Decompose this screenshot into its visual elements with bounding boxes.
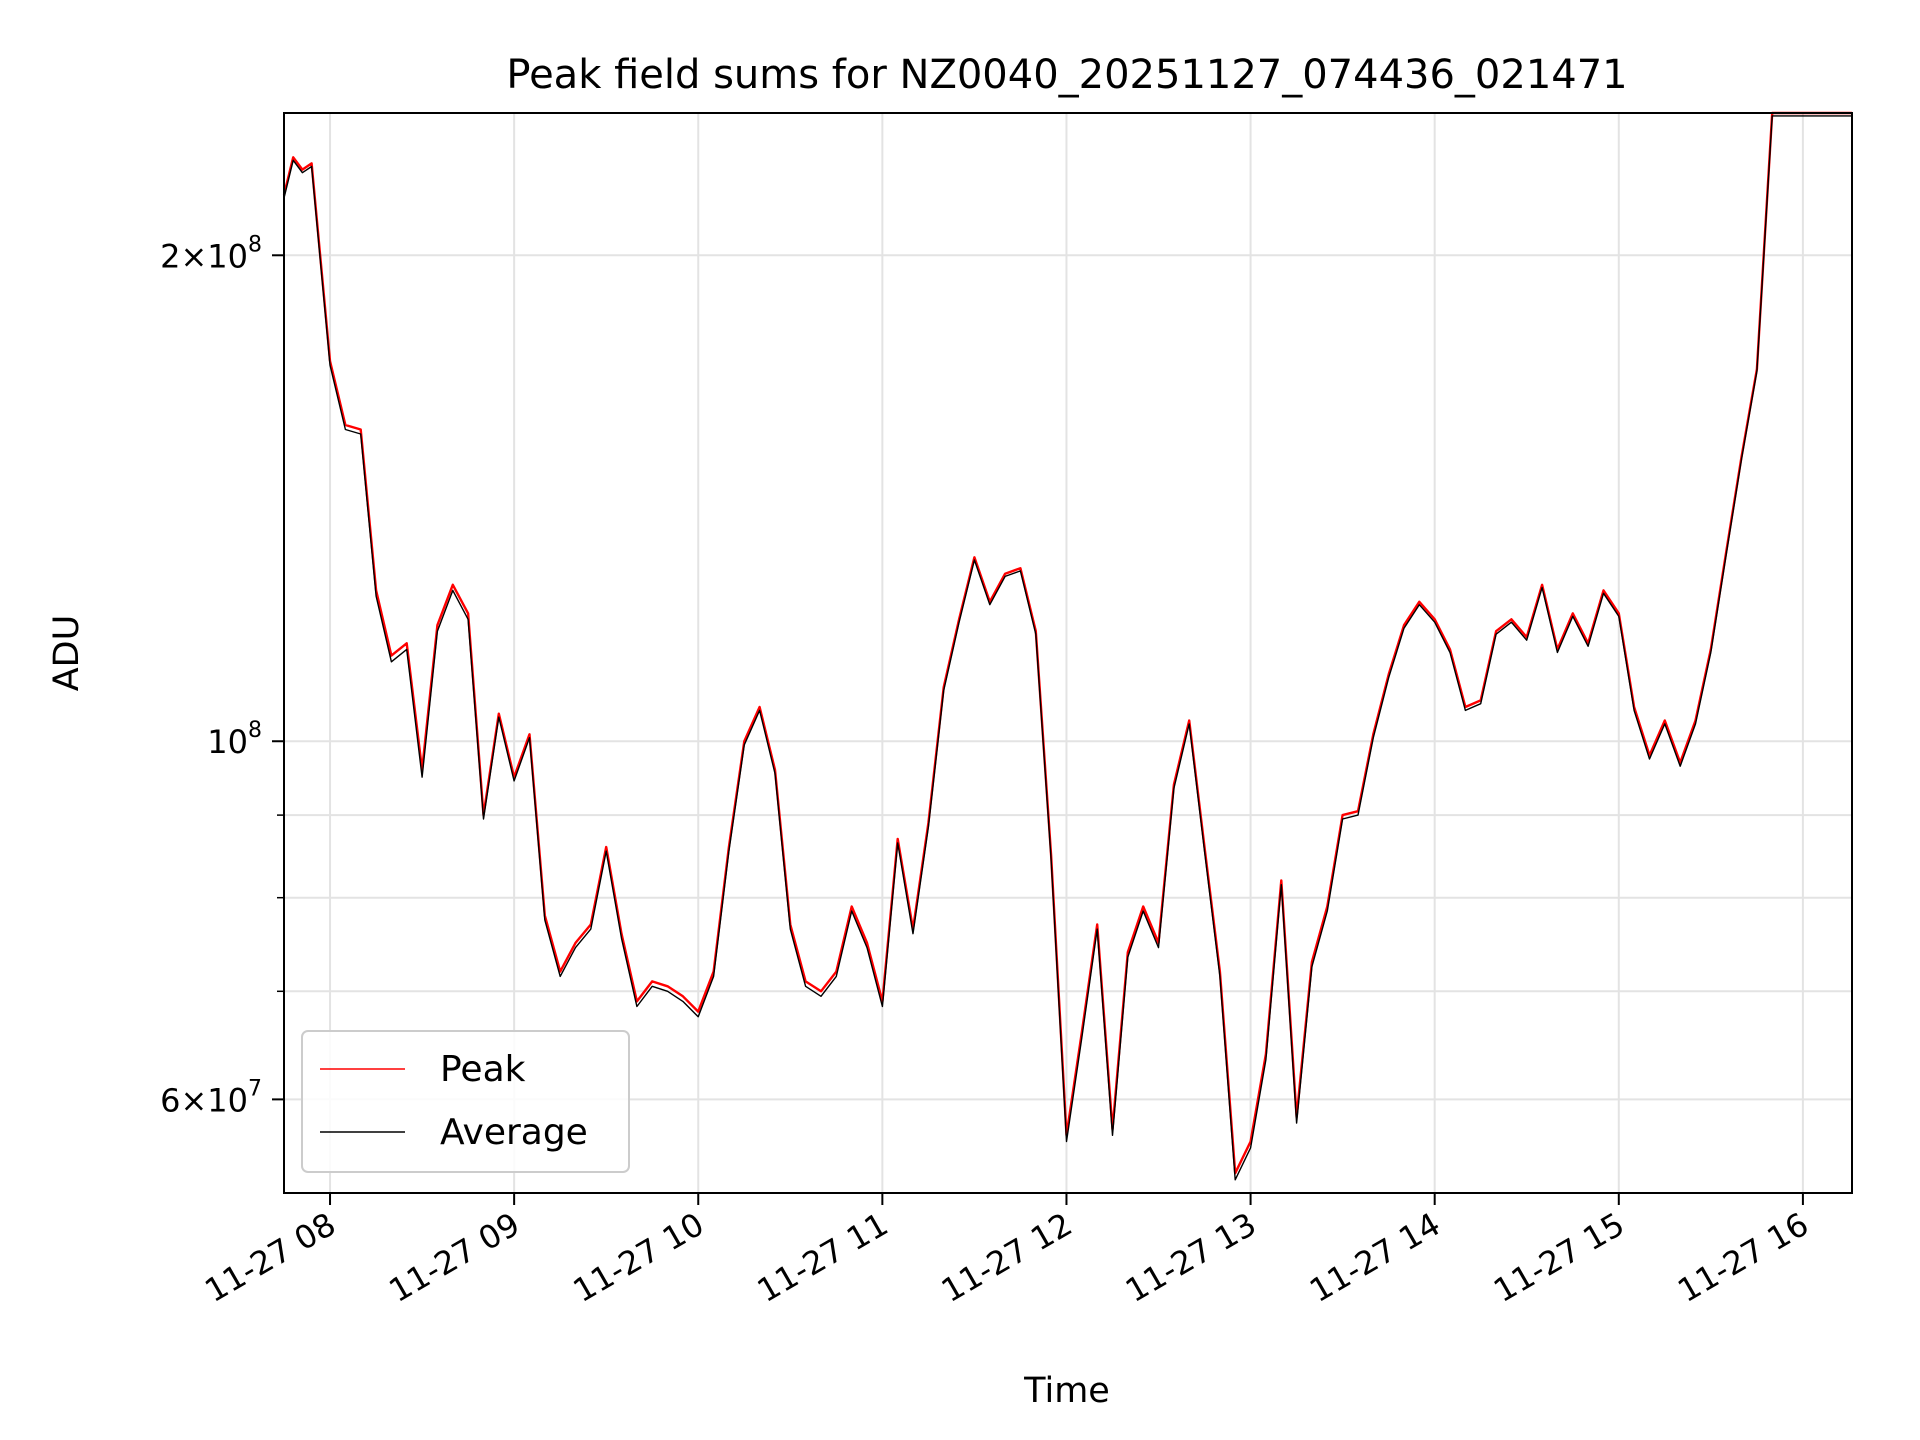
plot-frame	[283, 112, 1853, 1194]
series-line-average	[283, 115, 1852, 1181]
x-tick-label: 11-27 13	[1119, 1205, 1263, 1310]
series-layer	[282, 111, 1852, 1181]
legend-label-peak: Peak	[440, 1049, 526, 1090]
y-tick-label: 108	[207, 718, 262, 761]
legend-box	[301, 1030, 630, 1173]
x-axis-label: Time	[1023, 1371, 1110, 1411]
chart-title: Peak field sums for NZ0040_20251127_0744…	[506, 52, 1627, 98]
y-axis: 6×107 108 2×108	[160, 232, 284, 1119]
x-tick-label: 11-27 11	[751, 1205, 895, 1310]
y-tick-label: 6×107	[160, 1076, 262, 1119]
y-axis-label: ADU	[47, 615, 87, 692]
x-tick-label: 11-27 08	[198, 1205, 342, 1310]
x-axis: 11-27 08 11-27 09 11-27 10 11-27 11 11-27 12…	[198, 1193, 1815, 1310]
x-tick-label: 11-27 10	[567, 1205, 711, 1310]
y-tick-label: 2×108	[160, 232, 262, 275]
grid-lines	[284, 113, 1852, 1193]
x-tick-label: 11-27 09	[383, 1205, 527, 1310]
x-tick-label: 11-27 14	[1303, 1205, 1447, 1310]
legend-label-average: Average	[440, 1112, 588, 1153]
x-tick-label: 11-27 15	[1487, 1205, 1631, 1310]
legend: Peak Average	[301, 1030, 630, 1173]
x-tick-label: 11-27 16	[1671, 1205, 1815, 1310]
series-line-peak	[282, 111, 1852, 1175]
x-tick-label: 11-27 12	[935, 1205, 1079, 1310]
